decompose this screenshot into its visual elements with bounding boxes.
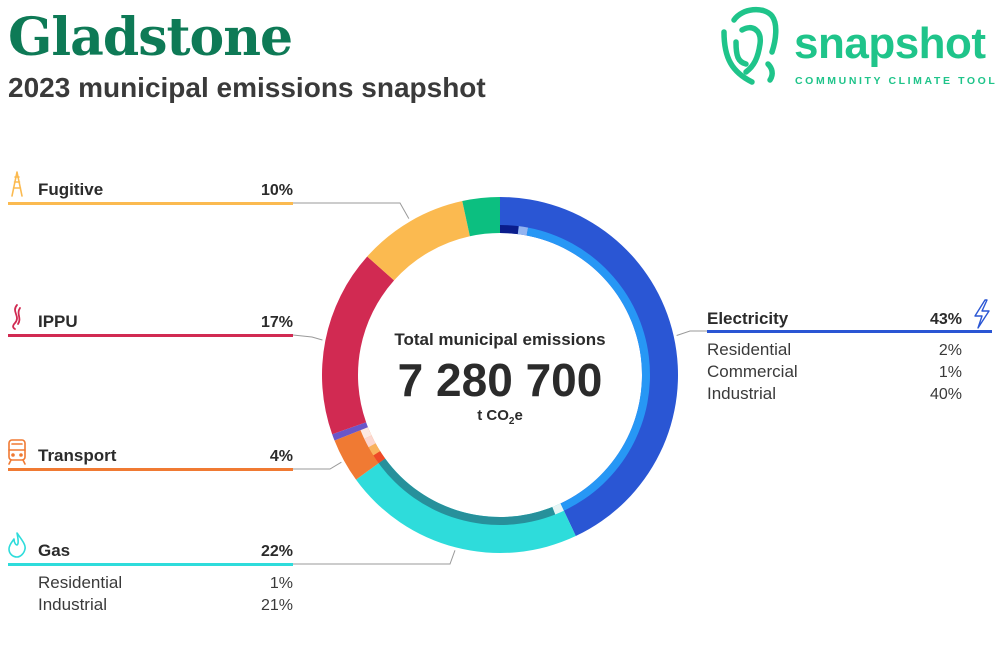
category-pct-transport: 4%: [270, 448, 293, 465]
page-title: Gladstone: [8, 7, 293, 68]
center-label: Total municipal emissions: [394, 330, 605, 349]
oil-well-icon: [11, 171, 23, 197]
category-underline-electricity: [707, 330, 992, 333]
category-underline-fugitive: [8, 202, 293, 205]
smoke-icon: [12, 304, 21, 330]
donut-slice-other-6: [462, 197, 500, 237]
subsector-label-gas-industrial: Industrial: [38, 595, 107, 614]
train-icon: [8, 439, 26, 465]
legend-transport: Transport 4%: [8, 439, 293, 471]
leader-line-ippu: [292, 334, 323, 341]
category-label-electricity: Electricity: [707, 309, 789, 328]
subsector-pct-electricity-residential: 2%: [939, 342, 962, 359]
donut-subslice-gas-residential: [552, 503, 564, 515]
unit-subscript: 2: [509, 416, 515, 427]
category-label-fugitive: Fugitive: [38, 180, 103, 199]
donut-subslice-transport-other-0: [373, 451, 386, 464]
category-label-transport: Transport: [38, 446, 117, 465]
center-unit: t CO2e: [477, 407, 523, 427]
donut-subslice-gas-industrial: [378, 458, 556, 525]
lightning-icon: [974, 299, 990, 329]
leader-line-electricity: [676, 330, 707, 336]
fingerprint-icon: [721, 6, 779, 85]
subsector-pct-gas-industrial: 21%: [261, 597, 293, 614]
category-label-gas: Gas: [38, 541, 70, 560]
legend-electricity: Electricity 43% Residential 2% Commercia…: [707, 299, 992, 403]
leader-lines: [292, 202, 707, 565]
donut-subslice-transport-other-2: [364, 435, 376, 448]
subsector-label-electricity-residential: Residential: [707, 340, 791, 359]
legend-ippu: IPPU 17%: [8, 304, 293, 337]
donut-slice-gas: [355, 458, 576, 553]
donut-slice-ippu: [321, 256, 395, 435]
donut-subslice-transport-other-1: [368, 443, 381, 456]
category-underline-gas: [8, 563, 293, 566]
leader-line-gas: [293, 550, 456, 565]
donut-slice-electricity: [500, 197, 678, 537]
brand-name: snapshot: [794, 19, 986, 68]
donut-subslice-electricity-commercial: [517, 226, 529, 236]
subsector-label-electricity-commercial: Commercial: [707, 362, 798, 381]
category-pct-ippu: 17%: [261, 314, 293, 331]
inner-ring: [360, 225, 650, 525]
center-total: 7 280 700: [398, 354, 603, 406]
subsector-pct-electricity-industrial: 40%: [930, 386, 962, 403]
subsector-label-gas-residential: Residential: [38, 573, 122, 592]
subsector-label-electricity-industrial: Industrial: [707, 384, 776, 403]
page-subtitle: 2023 municipal emissions snapshot: [8, 72, 486, 103]
subsector-pct-electricity-commercial: 1%: [939, 364, 962, 381]
flame-icon: [8, 532, 26, 558]
leader-line-transport: [293, 461, 342, 470]
donut-slice-other-3: [332, 422, 368, 441]
unit-main: t CO: [477, 407, 509, 424]
donut-subslice-transport-other-3: [360, 427, 372, 439]
category-underline-transport: [8, 468, 293, 471]
legend-gas: Gas 22% Residential 1% Industrial 21%: [8, 532, 293, 614]
category-pct-fugitive: 10%: [261, 182, 293, 199]
unit-end: e: [514, 407, 522, 424]
donut-subslice-electricity-residential: [500, 225, 519, 235]
subsector-pct-gas-residential: 1%: [270, 575, 293, 592]
leader-line-fugitive: [293, 202, 410, 219]
category-underline-ippu: [8, 334, 293, 337]
brand-tagline: COMMUNITY CLIMATE TOOL: [795, 75, 998, 87]
category-pct-gas: 22%: [261, 543, 293, 560]
brand-logo: snapshot COMMUNITY CLIMATE TOOL: [712, 0, 1000, 90]
category-pct-electricity: 43%: [930, 311, 962, 328]
donut-slice-fugitive: [367, 201, 470, 281]
category-label-ippu: IPPU: [38, 312, 78, 331]
legend-fugitive: Fugitive 10%: [8, 171, 293, 205]
